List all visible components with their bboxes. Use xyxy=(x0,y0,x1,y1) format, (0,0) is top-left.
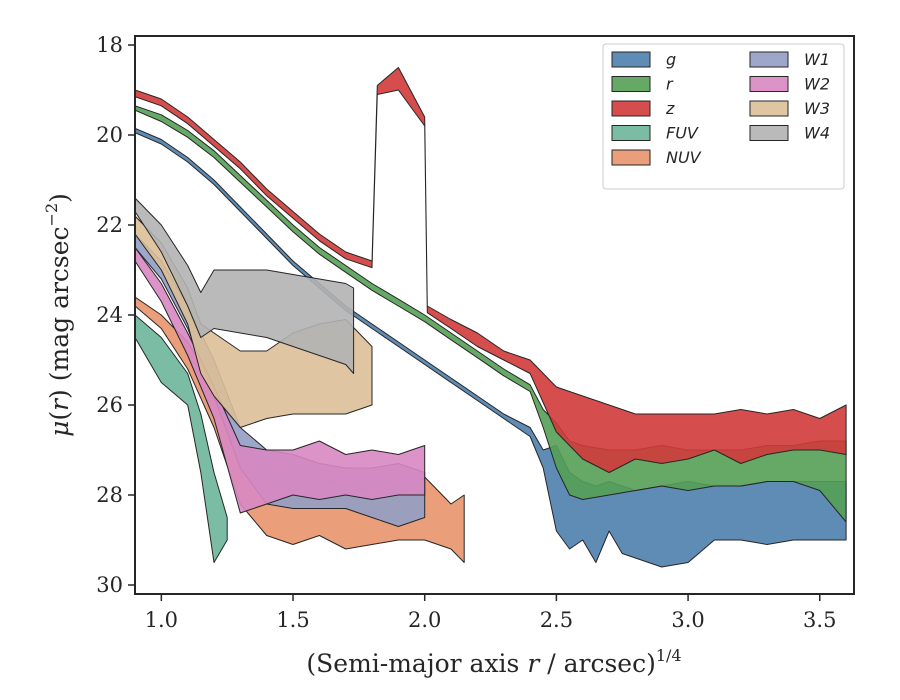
legend: grz FUV NUV W1 W2 W3 W4 xyxy=(602,43,845,190)
legend-label-nuv: NUV xyxy=(666,148,702,167)
x-tick-label: 3.5 xyxy=(803,608,836,632)
y-axis: 18 20 22 24 26 28 30 xyxy=(96,33,135,597)
area-fuv xyxy=(135,314,228,563)
x-tick-label: 2.0 xyxy=(408,608,441,632)
legend-swatch-r xyxy=(611,76,651,92)
legend-label-w2: W2 xyxy=(804,75,830,94)
legend-swatch-z xyxy=(611,100,651,117)
area-r xyxy=(135,105,847,523)
x-tick-label: 1.5 xyxy=(276,608,309,632)
y-tick-label: 22 xyxy=(96,213,123,237)
legend-label-z: z xyxy=(665,99,675,118)
y-tick-label: 18 xyxy=(96,33,123,57)
legend-swatch-fuv xyxy=(611,125,651,141)
y-tick-label: 30 xyxy=(96,573,123,597)
x-axis-label: (Semi-major axis r / arcsec)1/4 xyxy=(306,646,681,678)
legend-label-fuv: FUV xyxy=(666,124,699,143)
x-axis: 1.0 1.5 2.0 2.5 3.0 3.5 xyxy=(145,594,836,632)
y-tick-label: 26 xyxy=(96,393,123,417)
area-w2 xyxy=(135,247,426,514)
legend-swatch-w4 xyxy=(749,125,789,141)
area-w4 xyxy=(135,197,355,374)
y-tick-label: 28 xyxy=(96,483,123,507)
y-tick-label: 24 xyxy=(96,303,123,327)
y-axis-label: μ(r) (mag arcsec−2) xyxy=(42,193,74,437)
legend-label-w3: W3 xyxy=(804,99,830,118)
legend-label-w1: W1 xyxy=(804,50,830,69)
area-g xyxy=(135,127,847,568)
legend-label-w4: W4 xyxy=(804,124,830,143)
legend-swatch-nuv xyxy=(611,149,651,166)
y-tick-label: 20 xyxy=(96,123,123,147)
x-tick-label: 2.5 xyxy=(540,608,573,632)
area-series-group xyxy=(135,67,847,568)
legend-swatch-w2 xyxy=(749,76,789,92)
legend-items: grz FUV NUV W1 W2 W3 W4 xyxy=(611,50,830,167)
x-tick-label: 1.0 xyxy=(145,608,178,632)
area-z xyxy=(135,67,847,473)
legend-swatch-w1 xyxy=(749,51,789,68)
legend-label-r: r xyxy=(666,75,674,94)
legend-swatch-w3 xyxy=(749,100,789,117)
x-tick-label: 3.0 xyxy=(671,608,704,632)
legend-label-g: g xyxy=(666,50,676,69)
legend-swatch-g xyxy=(611,51,651,68)
